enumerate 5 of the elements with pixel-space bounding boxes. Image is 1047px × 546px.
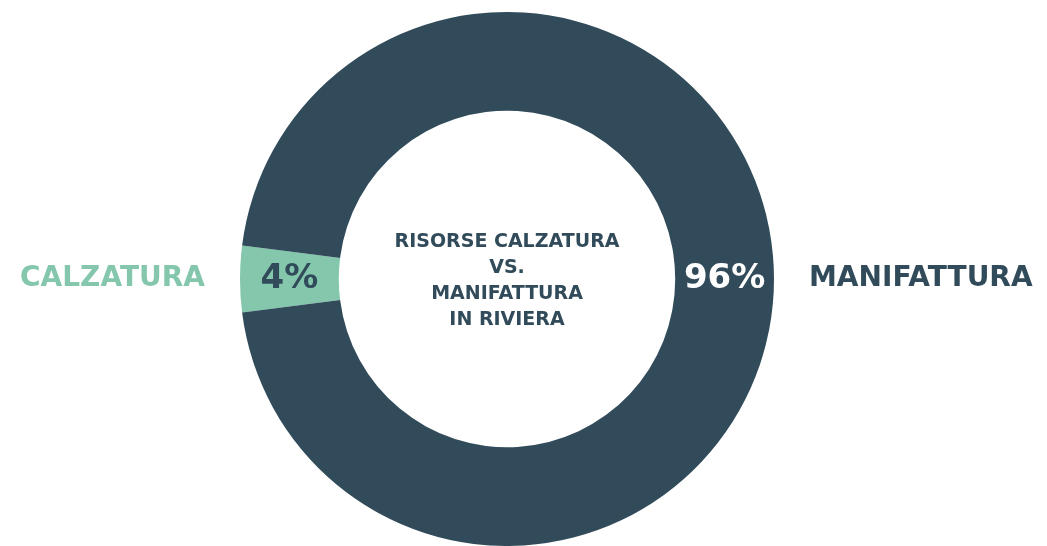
data-label: 4%: [260, 255, 319, 296]
slice-label: CALZATURA: [20, 260, 206, 294]
slice-label: MANIFATTURA: [809, 260, 1033, 294]
data-label: 96%: [683, 255, 766, 296]
text: RISORSE CALZATURA VS. MANIFATTURA IN RIVIERA: [393, 228, 621, 331]
